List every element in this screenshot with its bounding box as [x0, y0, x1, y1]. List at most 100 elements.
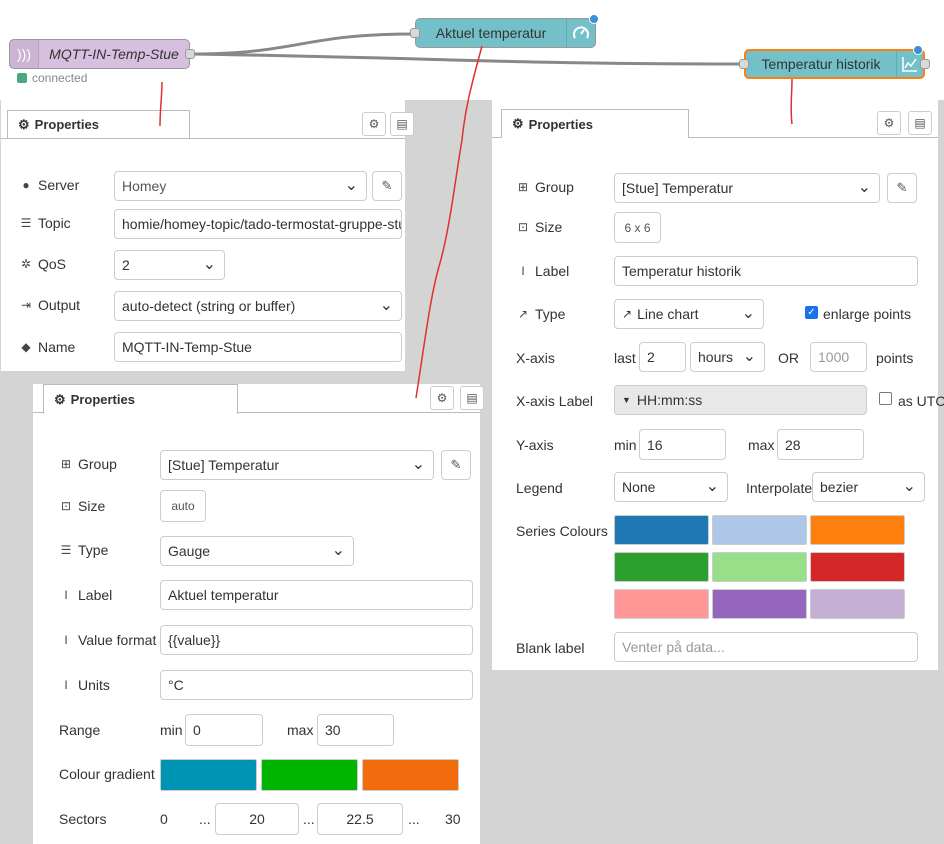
resize-icon: ⊡: [60, 499, 72, 513]
tab-bar: [492, 109, 938, 138]
series-colour-4[interactable]: [614, 552, 709, 582]
settings-tab-button[interactable]: ⚙: [362, 112, 386, 136]
size-button[interactable]: auto: [160, 490, 206, 522]
xaxis-label: X-axis: [516, 350, 555, 366]
series-colour-7[interactable]: [614, 589, 709, 619]
value-format-input[interactable]: {{value}}: [160, 625, 473, 655]
last-label: last: [614, 350, 636, 366]
type-select[interactable]: ↗ Line chart: [614, 299, 764, 329]
settings-tab-button[interactable]: ⚙: [430, 386, 454, 410]
enlarge-points-checkbox[interactable]: ✓: [805, 306, 818, 319]
unit-select[interactable]: hours: [690, 342, 765, 372]
interpolate-select[interactable]: bezier: [812, 472, 925, 502]
gradient-colour-3[interactable]: [362, 759, 459, 791]
blank-label-input[interactable]: Venter på data...: [614, 632, 918, 662]
mqtt-properties-panel: ⚙Properties ⚙ ▤ ●Server Homey ✎ ☰Topic h…: [1, 100, 414, 371]
gear-icon: ⚙: [54, 391, 66, 407]
tab-properties[interactable]: ⚙ Properties: [43, 384, 238, 414]
description-tab-button[interactable]: ▤: [908, 111, 932, 135]
points-label: points: [876, 350, 914, 366]
series-colours-label: Series Colours: [516, 523, 608, 539]
size-label: ⊡ Size: [517, 219, 563, 235]
qos-label: ✲ QoS: [20, 256, 67, 272]
chart-input-port[interactable]: [739, 59, 749, 69]
range-max-input[interactable]: 30: [317, 714, 394, 746]
name-input[interactable]: MQTT-IN-Temp-Stue: [114, 332, 402, 362]
mqtt-output-port[interactable]: [185, 49, 195, 59]
series-colour-3[interactable]: [810, 515, 905, 545]
units-input[interactable]: °C: [160, 670, 473, 700]
series-colour-1[interactable]: [614, 515, 709, 545]
as-utc-checkbox[interactable]: [879, 392, 892, 405]
server-select[interactable]: Homey: [114, 171, 367, 201]
settings-tab-button[interactable]: ⚙: [877, 111, 901, 135]
topic-input[interactable]: homie/homey-topic/tado-termostat-gruppe-…: [114, 209, 402, 239]
max-label: max: [287, 722, 314, 738]
mqtt-in-node[interactable]: ))) MQTT-IN-Temp-Stue: [9, 39, 195, 69]
sector-2-input[interactable]: 22.5: [317, 803, 403, 835]
globe-icon: ●: [22, 178, 30, 192]
gradient-colour-2[interactable]: [261, 759, 358, 791]
size-button[interactable]: 6 x 6: [614, 212, 661, 243]
description-tab-button[interactable]: ▤: [460, 386, 484, 410]
asterisk-icon: ✲: [20, 257, 32, 271]
label-label: I Label: [516, 263, 569, 279]
group-select[interactable]: [Stue] Temperatur: [160, 450, 434, 480]
i-cursor-icon: I: [64, 678, 68, 692]
legend-select[interactable]: None: [614, 472, 728, 502]
tab-properties[interactable]: ⚙ Properties: [7, 110, 190, 138]
series-colour-9[interactable]: [810, 589, 905, 619]
table-icon: ⊞: [60, 457, 72, 471]
edit-server-button[interactable]: ✎: [372, 171, 402, 201]
list-icon: ☰: [60, 543, 72, 557]
gauge-node[interactable]: Aktuel temperatur: [410, 14, 599, 48]
sector-ellipsis: ...: [303, 811, 315, 827]
xaxis-label-select[interactable]: ▼ HH:mm:ss: [614, 385, 867, 415]
range-label: Range: [59, 722, 101, 738]
table-icon: ⊞: [517, 180, 529, 194]
points-input[interactable]: 1000: [810, 342, 867, 372]
format-label: I Value format: [59, 632, 156, 648]
output-select[interactable]: auto-detect (string or buffer): [114, 291, 402, 321]
ymin-input[interactable]: 16: [639, 429, 726, 460]
label-label: I Label: [59, 587, 112, 603]
enlarge-points-label: enlarge points: [823, 306, 911, 322]
chart-properties-panel: ⚙ Properties ⚙ ▤ ⊞ Group [Stue] Temperatur…: [492, 100, 944, 670]
sector-end: 30: [445, 811, 461, 827]
resize-icon: ⊡: [517, 220, 529, 234]
label-input[interactable]: Aktuel temperatur: [160, 580, 473, 610]
series-colour-5[interactable]: [712, 552, 807, 582]
blank-label-label: Blank label: [516, 640, 585, 656]
units-label: I Units: [59, 677, 110, 693]
min-label: min: [160, 722, 183, 738]
chart-node[interactable]: Temperatur historik: [739, 45, 930, 79]
series-colour-2[interactable]: [712, 515, 807, 545]
sector-1-input[interactable]: 20: [215, 803, 299, 835]
last-input[interactable]: 2: [639, 342, 686, 372]
as-utc-label: as UTC: [898, 393, 944, 409]
type-select[interactable]: Gauge: [160, 536, 354, 566]
sector-ellipsis: ...: [199, 811, 211, 827]
tab-properties[interactable]: ⚙ Properties: [501, 109, 689, 138]
gauge-changed-dot: [589, 14, 599, 24]
gauge-input-port[interactable]: [410, 28, 420, 38]
series-colour-8[interactable]: [712, 589, 807, 619]
sector-ellipsis: ...: [408, 811, 420, 827]
label-input[interactable]: Temperatur historik: [614, 256, 918, 286]
group-select[interactable]: [Stue] Temperatur: [614, 173, 880, 203]
qos-select[interactable]: 2: [114, 250, 225, 280]
description-tab-button[interactable]: ▤: [390, 112, 414, 136]
edit-group-button[interactable]: ✎: [441, 450, 471, 480]
chart-output-port[interactable]: [920, 59, 930, 69]
chart-changed-dot: [913, 45, 923, 55]
server-label: ● Server: [19, 177, 79, 193]
type-label: ↗ Type: [517, 306, 566, 322]
tab-bar: [33, 384, 480, 413]
line-chart-icon: ↗: [622, 307, 633, 321]
ymax-input[interactable]: 28: [777, 429, 864, 460]
series-colour-6[interactable]: [810, 552, 905, 582]
tag-icon: ◆: [21, 340, 31, 354]
edit-group-button[interactable]: ✎: [887, 173, 917, 203]
gradient-colour-1[interactable]: [160, 759, 257, 791]
range-min-input[interactable]: 0: [185, 714, 263, 746]
